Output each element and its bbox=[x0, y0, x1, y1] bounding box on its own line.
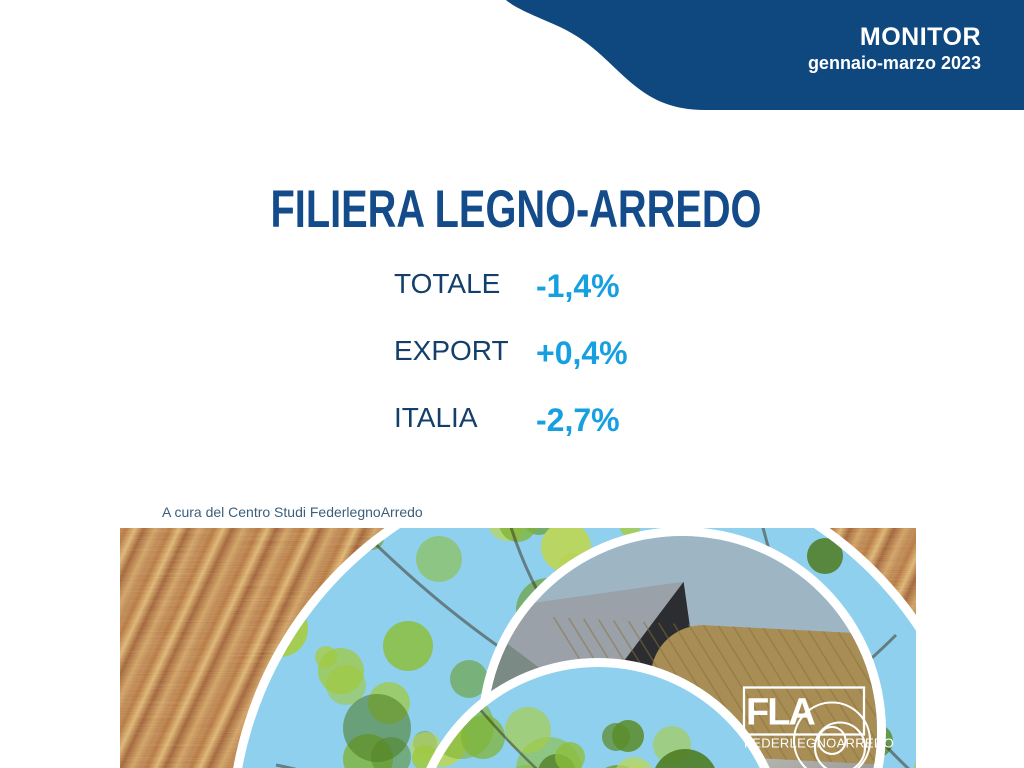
svg-text:FEDERLEGNOARREDO: FEDERLEGNOARREDO bbox=[744, 736, 894, 751]
